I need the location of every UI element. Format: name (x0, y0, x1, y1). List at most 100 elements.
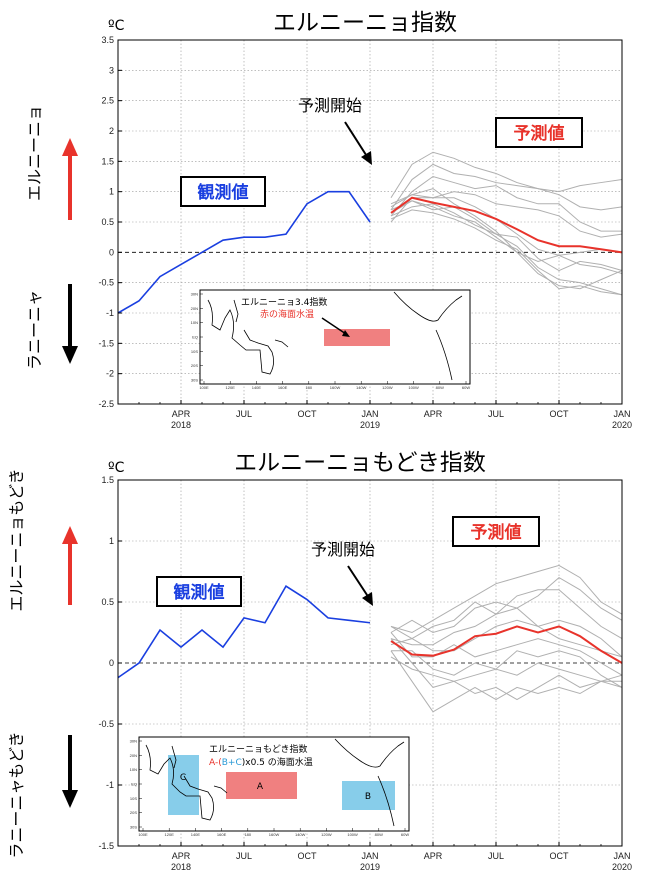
y-tick-label: -1 (106, 308, 114, 318)
x-tick-label: JAN (361, 409, 378, 419)
plot-frame-2 (117, 479, 623, 847)
map-lon-label: 120W (382, 385, 393, 390)
forecast-start-label-2: 予測開始 (311, 540, 375, 559)
down-arrow-icon (62, 790, 78, 808)
y-tick-label: 1.5 (101, 156, 114, 166)
year-label: 2020 (612, 420, 632, 430)
x-tick-label: JUL (236, 409, 252, 419)
el-nino-index-chart: ºC エルニーニョ指数 3.5 3 2.5 2 1.5 1 0.5 0 -0.5 -1 -1.5 -2… (25, 10, 632, 430)
ensemble-member-line (390, 197, 623, 256)
map-lon-label: 100W (347, 832, 358, 837)
map-lon-label: 140E (191, 832, 201, 837)
year-label: 2018 (171, 420, 191, 430)
forecast-label-box (495, 117, 583, 148)
map-lon-label: 120E (226, 385, 236, 390)
region-b-label: B (365, 792, 371, 802)
forecast-label-2: 予測値 (471, 522, 522, 543)
formula-plus: + (228, 758, 236, 768)
el-nino-modoki-index-chart: ºC エルニーニョもどき指数 1.5 1 0.5 0 -0.5 -1 -1.5 APR JUL O… (7, 450, 632, 872)
x-tick-label: JUL (236, 851, 252, 861)
ensemble-member-line (390, 200, 623, 296)
x-tick-label: OCT (298, 409, 318, 419)
map-lon-label: 160W (269, 832, 280, 837)
y-tick-label: 2 (109, 126, 114, 136)
map-lon-label: 140W (295, 832, 306, 837)
up-arrow-icon (62, 526, 78, 544)
ensemble-member-line (390, 188, 623, 290)
map-lat-label: 20S (191, 363, 198, 368)
forecast-mean-line (390, 196, 623, 254)
y-tick-label: 0.5 (101, 217, 114, 227)
y-tick-label: 1.5 (101, 475, 114, 485)
ensemble-member-line (390, 163, 623, 211)
x-tick-label: JAN (361, 851, 378, 861)
observed-label-2: 観測値 (174, 582, 225, 603)
ensemble-member-line (390, 191, 623, 238)
inset-subtitle: 赤の海面水温 (260, 308, 314, 320)
ensemble-member-line (390, 564, 623, 634)
forecast-mean-line (390, 625, 623, 664)
map-lat-label: 20S (130, 810, 137, 815)
y-tick-label: 0.5 (101, 597, 114, 607)
map-lat-label: 10S (191, 349, 198, 354)
y-tick-label: -2 (106, 369, 114, 379)
ensemble-member-line (390, 203, 623, 272)
region-a-label: A (257, 782, 264, 792)
ensemble-member-line (390, 638, 623, 688)
ensemble-member-line (390, 619, 623, 658)
map-lat-label: 10S (130, 796, 137, 801)
formula-b: B (222, 758, 228, 768)
map-lat-label: 20N (191, 306, 198, 311)
warm-label-2: エルニーニョもどき (7, 468, 26, 611)
map-lat-label: 20N (130, 753, 137, 758)
y-tick-label: -1.5 (98, 338, 114, 348)
observed-line (117, 585, 371, 679)
map-lat-label: 30S (130, 825, 137, 830)
ensemble-member-line (391, 650, 623, 688)
arrow-head-icon (362, 592, 373, 606)
observed-line (117, 190, 371, 314)
map-lon-label: 80W (436, 385, 444, 390)
plot-frame (117, 39, 623, 405)
warm-label: エルニーニョ (25, 105, 44, 201)
y-tick-label: -1 (106, 780, 114, 790)
cold-label-2: ラニーニャもどき (7, 731, 26, 858)
region-a (226, 772, 297, 799)
y-tick-label: -0.5 (98, 278, 114, 288)
formula-c: C (235, 758, 241, 768)
year-label: 2019 (360, 862, 380, 872)
observed-label: 観測値 (198, 182, 249, 203)
y-tick-label: -1.5 (98, 841, 114, 851)
map-lon-label: 140W (356, 385, 367, 390)
forecast-start-arrow (344, 121, 369, 159)
map-lat-label: 10N (191, 320, 198, 325)
formula-a: A-( (209, 758, 222, 768)
map-lat-label: 10N (130, 767, 137, 772)
arrow-head-icon (361, 151, 372, 165)
y-tick-label: -0.5 (98, 719, 114, 729)
forecast-start-arrow-2 (347, 565, 370, 599)
x-tick-label: JAN (613, 851, 630, 861)
map-lon-label: 180 (305, 385, 312, 390)
map-lat-label: 30N (191, 292, 198, 297)
ensemble-member-line (390, 151, 623, 198)
map-lon-label: 100E (199, 385, 209, 390)
map-lon-label: 140E (252, 385, 262, 390)
map-lat-label: EQ (131, 782, 137, 787)
inset-formula: A-(B+C)x0.5 の海面水温 (209, 756, 313, 768)
map-lat-label: EQ (192, 335, 198, 340)
ensemble-member-line (390, 175, 622, 232)
map-lat-label: 30S (191, 378, 198, 383)
y-tick-label: 1 (109, 187, 114, 197)
unit-label-2: ºC (108, 460, 125, 476)
unit-label: ºC (108, 18, 125, 34)
map-lon-label: 80W (375, 832, 383, 837)
map-lon-label: 160W (330, 385, 341, 390)
x-tick-label: OCT (550, 851, 570, 861)
map-lon-label: 120W (321, 832, 332, 837)
map-lon-label: 120E (165, 832, 175, 837)
x-tick-label: APR (172, 851, 191, 861)
map-lon-label: 160E (217, 832, 227, 837)
